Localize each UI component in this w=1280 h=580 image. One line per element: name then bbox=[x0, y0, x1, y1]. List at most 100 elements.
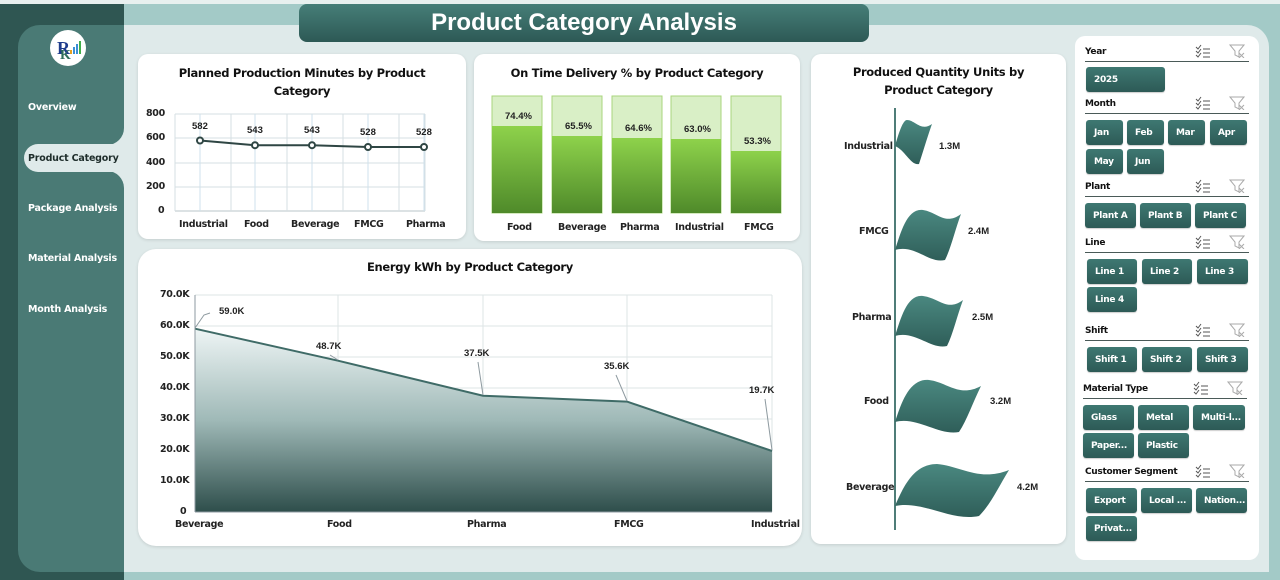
slicer-button-line-1[interactable]: Line 1 bbox=[1087, 259, 1137, 284]
planned-minutes-line-chart bbox=[174, 113, 428, 212]
slicer-button-line-2[interactable]: Line 2 bbox=[1142, 259, 1192, 284]
slicer-button-multi-layer[interactable]: Multi-l... bbox=[1193, 405, 1245, 430]
slicer-button-export[interactable]: Export bbox=[1086, 488, 1137, 513]
sidebar-item-product-category[interactable]: Product Category bbox=[24, 144, 124, 172]
slicer-button-shift-1[interactable]: Shift 1 bbox=[1087, 347, 1137, 372]
slicer-button-label: Privat... bbox=[1094, 523, 1132, 534]
multi-select-icon[interactable] bbox=[1195, 179, 1211, 193]
slicer-button-jun[interactable]: Jun bbox=[1127, 149, 1164, 174]
slicer-button-label: Export bbox=[1094, 495, 1126, 506]
sidebar-item-overview[interactable]: Overview bbox=[18, 92, 124, 122]
clear-filter-icon[interactable] bbox=[1229, 235, 1245, 249]
sidebar bbox=[18, 25, 124, 572]
clear-filter-icon[interactable] bbox=[1229, 96, 1245, 110]
slicer-button-line-3[interactable]: Line 3 bbox=[1197, 259, 1248, 284]
y-category: Food bbox=[864, 396, 889, 407]
sidebar-item-material-analysis[interactable]: Material Analysis bbox=[18, 243, 124, 273]
slicer-button-label: Line 3 bbox=[1205, 266, 1234, 277]
slicer-button-label: 2025 bbox=[1094, 74, 1118, 85]
slicer-button-label: Line 4 bbox=[1095, 294, 1124, 305]
sidebar-item-package-analysis[interactable]: Package Analysis bbox=[18, 193, 124, 223]
slicer-button-plant-a[interactable]: Plant A bbox=[1085, 203, 1136, 228]
chart-title: Planned Production Minutes by Product Ca… bbox=[178, 66, 426, 98]
slicer-button-line-4[interactable]: Line 4 bbox=[1087, 287, 1137, 312]
flag-icon bbox=[895, 209, 961, 261]
y-tick: 40.0K bbox=[160, 382, 190, 393]
slicer-button-plastic[interactable]: Plastic bbox=[1138, 433, 1189, 458]
data-label: 4.2M bbox=[1017, 482, 1039, 493]
slicer-title: Material Type bbox=[1083, 383, 1148, 394]
slicer-material-type-header: Material Type bbox=[1083, 379, 1247, 399]
slicer-button-shift-3[interactable]: Shift 3 bbox=[1197, 347, 1248, 372]
slicer-button-2025[interactable]: 2025 bbox=[1086, 67, 1165, 92]
x-tick: Industrial bbox=[179, 219, 228, 230]
data-label: 53.3% bbox=[744, 136, 771, 147]
multi-select-icon[interactable] bbox=[1195, 323, 1211, 337]
slicer-button-label: Plant C bbox=[1203, 210, 1238, 221]
clear-filter-icon[interactable] bbox=[1229, 464, 1245, 478]
page-title-text: Product Category Analysis bbox=[431, 9, 737, 36]
data-label: 543 bbox=[247, 125, 263, 136]
data-label: 74.4% bbox=[505, 111, 532, 122]
sidebar-item-label: Overview bbox=[28, 101, 77, 113]
slicer-button-label: Glass bbox=[1091, 412, 1117, 423]
y-category: Industrial bbox=[844, 141, 893, 152]
slicer-button-label: Feb bbox=[1135, 127, 1153, 138]
slicer-button-plant-c[interactable]: Plant C bbox=[1195, 203, 1246, 228]
slicer-plant-header: Plant bbox=[1085, 177, 1249, 197]
data-label: 543 bbox=[304, 125, 320, 136]
slicer-button-plant-b[interactable]: Plant B bbox=[1140, 203, 1191, 228]
slicer-button-feb[interactable]: Feb bbox=[1127, 120, 1164, 145]
x-tick: Food bbox=[327, 519, 352, 530]
slicer-button-label: Apr bbox=[1218, 127, 1235, 138]
x-tick: Industrial bbox=[751, 519, 800, 530]
y-tick: 50.0K bbox=[160, 351, 190, 362]
slicer-button-label: Nation... bbox=[1204, 495, 1246, 506]
slicer-button-label: Line 2 bbox=[1150, 266, 1179, 277]
active-tab-curve-top bbox=[84, 128, 124, 145]
y-tick: 200 bbox=[146, 181, 165, 192]
slicer-button-glass[interactable]: Glass bbox=[1083, 405, 1134, 430]
slicer-button-shift-2[interactable]: Shift 2 bbox=[1142, 347, 1192, 372]
clear-filter-icon[interactable] bbox=[1229, 179, 1245, 193]
clear-filter-icon[interactable] bbox=[1229, 44, 1245, 58]
sidebar-item-month-analysis[interactable]: Month Analysis bbox=[18, 294, 124, 324]
x-tick: Beverage bbox=[175, 519, 224, 530]
slicer-button-local[interactable]: Local ... bbox=[1141, 488, 1192, 513]
slicer-button-metal[interactable]: Metal bbox=[1138, 405, 1189, 430]
y-tick: 0 bbox=[180, 506, 187, 517]
slicer-button-national[interactable]: Nation... bbox=[1196, 488, 1247, 513]
multi-select-icon[interactable] bbox=[1195, 235, 1211, 249]
slicer-panel: Year 2025 Month Jan Feb Mar Apr May Jun … bbox=[1075, 36, 1259, 560]
data-label: 528 bbox=[360, 127, 376, 138]
top-strip bbox=[0, 0, 1280, 4]
multi-select-icon[interactable] bbox=[1195, 44, 1211, 58]
sidebar-item-label: Package Analysis bbox=[28, 202, 118, 214]
logo: R K bbox=[50, 30, 86, 66]
y-category: FMCG bbox=[859, 226, 889, 237]
flag-icon bbox=[895, 120, 932, 165]
slicer-button-jan[interactable]: Jan bbox=[1086, 120, 1123, 145]
y-tick: 30.0K bbox=[160, 413, 190, 424]
slicer-button-label: Shift 1 bbox=[1095, 354, 1127, 365]
logo-icon: R K bbox=[57, 38, 81, 63]
slicer-button-paper[interactable]: Paper... bbox=[1083, 433, 1134, 458]
multi-select-icon[interactable] bbox=[1195, 96, 1211, 110]
planned-minutes-card: Planned Production Minutes by Product Ca… bbox=[138, 54, 466, 239]
slicer-year-header: Year bbox=[1085, 42, 1249, 62]
slicer-button-private[interactable]: Privat... bbox=[1086, 516, 1137, 541]
y-tick: 10.0K bbox=[160, 475, 190, 486]
clear-filter-icon[interactable] bbox=[1227, 381, 1243, 395]
slicer-button-label: Metal bbox=[1146, 412, 1174, 423]
multi-select-icon[interactable] bbox=[1193, 381, 1209, 395]
data-label: 59.0K bbox=[219, 306, 245, 317]
on-time-delivery-bar-chart bbox=[491, 95, 782, 214]
x-tick: Industrial bbox=[675, 222, 724, 233]
slicer-button-mar[interactable]: Mar bbox=[1168, 120, 1205, 145]
flag-icon bbox=[895, 295, 963, 347]
multi-select-icon[interactable] bbox=[1195, 464, 1211, 478]
slicer-button-apr[interactable]: Apr bbox=[1210, 120, 1247, 145]
slicer-button-label: Mar bbox=[1176, 127, 1195, 138]
clear-filter-icon[interactable] bbox=[1229, 323, 1245, 337]
slicer-button-may[interactable]: May bbox=[1086, 149, 1123, 174]
